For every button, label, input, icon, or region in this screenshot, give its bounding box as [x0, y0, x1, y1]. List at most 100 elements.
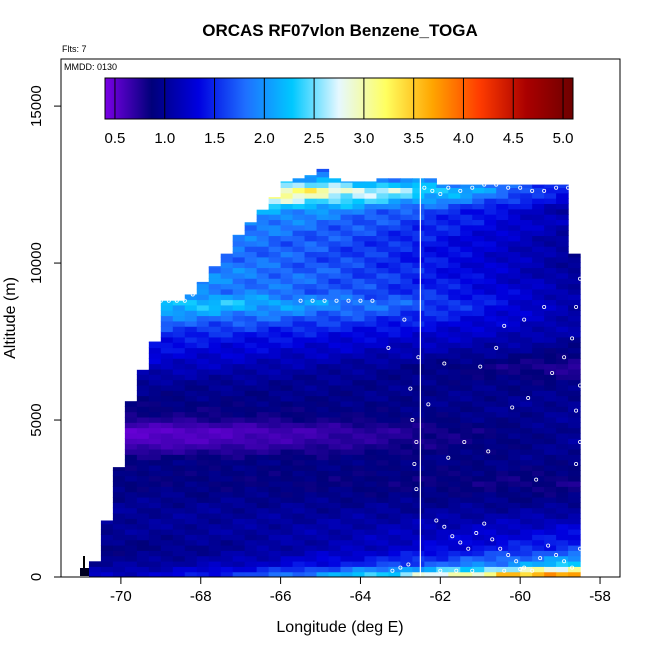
- heatmap-cell: [484, 304, 497, 311]
- heatmap-cell: [532, 352, 545, 359]
- heatmap-cell: [400, 224, 413, 231]
- heatmap-cell: [376, 294, 390, 301]
- heatmap-cell: [412, 214, 425, 221]
- heatmap-cell: [364, 230, 378, 237]
- heatmap-cell: [136, 496, 150, 503]
- heatmap-cell: [220, 443, 234, 450]
- heatmap-cell: [448, 278, 461, 285]
- heatmap-cell: [328, 571, 342, 577]
- heatmap-cell: [196, 566, 210, 573]
- heatmap-cell: [292, 304, 306, 311]
- heatmap-cell: [388, 299, 401, 306]
- heatmap-cell: [508, 363, 521, 370]
- heatmap-cell: [340, 326, 354, 333]
- heatmap-cell: [160, 507, 174, 514]
- heatmap-cell: [172, 470, 186, 477]
- heatmap-cell: [376, 416, 390, 423]
- heatmap-cell: [484, 251, 497, 258]
- heatmap-cell: [316, 523, 330, 530]
- heatmap-cell: [556, 571, 569, 577]
- heatmap-cell: [364, 411, 378, 418]
- heatmap-cell: [520, 432, 533, 439]
- heatmap-cell: [436, 475, 449, 482]
- heatmap-cell: [196, 432, 210, 439]
- heatmap-cell: [292, 411, 306, 418]
- heatmap-cell: [532, 288, 545, 295]
- heatmap-cell: [352, 342, 366, 349]
- heatmap-cell: [484, 443, 497, 450]
- heatmap-cell: [412, 358, 425, 365]
- heatmap-cell: [280, 181, 294, 183]
- heatmap-cell: [352, 283, 366, 290]
- heatmap-cell: [400, 363, 413, 370]
- heatmap-cell: [388, 534, 401, 541]
- heatmap-cell: [484, 427, 497, 434]
- heatmap-cell: [340, 496, 354, 503]
- heatmap-cell: [400, 178, 413, 183]
- heatmap-cell: [220, 539, 234, 546]
- heatmap-cell: [256, 278, 270, 285]
- heatmap-cell: [340, 272, 354, 279]
- heatmap-cell: [220, 379, 234, 386]
- heatmap-cell: [196, 443, 210, 450]
- heatmap-cell: [268, 560, 282, 567]
- heatmap-cell: [472, 390, 485, 397]
- heatmap-cell: [424, 192, 437, 199]
- heatmap-cell: [388, 358, 401, 365]
- heatmap-cell: [520, 304, 533, 311]
- heatmap-cell: [256, 400, 270, 407]
- heatmap-cell: [340, 358, 354, 365]
- heatmap-cell: [160, 512, 174, 519]
- heatmap-cell: [136, 422, 150, 429]
- heatmap-cell: [532, 240, 545, 247]
- sample-point: [450, 534, 455, 539]
- heatmap-cell: [172, 427, 186, 434]
- heatmap-cell: [172, 352, 186, 359]
- heatmap-cell: [496, 491, 509, 498]
- heatmap-cell: [304, 283, 318, 290]
- heatmap-cell: [364, 422, 378, 429]
- heatmap-cell: [364, 283, 378, 290]
- heatmap-cell: [388, 555, 401, 562]
- heatmap-cell: [424, 299, 437, 306]
- heatmap-cell: [472, 208, 485, 215]
- heatmap-cell: [172, 560, 186, 567]
- heatmap-cell: [112, 507, 126, 514]
- heatmap-cell: [484, 384, 497, 391]
- heatmap-cell: [340, 518, 354, 525]
- heatmap-cell: [340, 470, 354, 477]
- heatmap-cell: [448, 203, 461, 210]
- heatmap-cell: [508, 518, 521, 525]
- heatmap-cell: [160, 384, 174, 391]
- heatmap-cell: [460, 368, 473, 375]
- heatmap-cell: [316, 422, 330, 429]
- sample-point: [578, 440, 583, 445]
- heatmap-cell: [340, 198, 354, 205]
- heatmap-cell: [424, 278, 437, 285]
- heatmap-cell: [160, 374, 174, 381]
- heatmap-cell: [532, 320, 545, 327]
- heatmap-cell: [508, 304, 521, 311]
- heatmap-cell: [448, 464, 461, 471]
- heatmap-cell: [436, 219, 449, 226]
- heatmap-cell: [568, 550, 581, 557]
- heatmap-cell: [472, 464, 485, 471]
- sample-point: [570, 565, 575, 570]
- heatmap-cell: [292, 518, 306, 525]
- heatmap-cell: [520, 507, 533, 514]
- heatmap-cell: [424, 539, 437, 546]
- heatmap-cell: [388, 294, 401, 301]
- heatmap-cell: [400, 320, 413, 327]
- heatmap-cell: [220, 411, 234, 418]
- heatmap-cell: [364, 491, 378, 498]
- heatmap-cell: [424, 208, 437, 215]
- heatmap-cell: [520, 454, 533, 461]
- heatmap-cell: [472, 187, 485, 194]
- heatmap-cell: [304, 198, 318, 205]
- heatmap-cell: [316, 171, 330, 178]
- heatmap-cell: [364, 448, 378, 455]
- heatmap-cell: [172, 315, 186, 322]
- heatmap-cell: [424, 411, 437, 418]
- heatmap-cell: [376, 278, 390, 285]
- heatmap-cell: [292, 326, 306, 333]
